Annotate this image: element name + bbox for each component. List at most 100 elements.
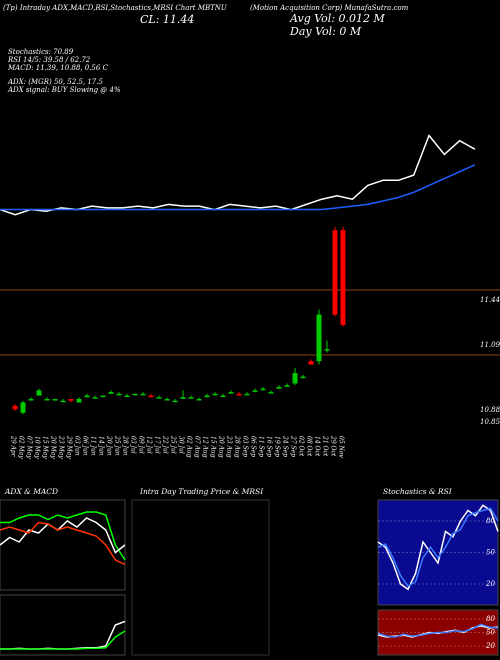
price-label: 11.44 [480,296,500,304]
candle-body [36,390,42,396]
x-tick-label: 22 Jul [162,435,169,454]
candle-body [268,392,274,394]
x-tick-label: 24 Sep [282,435,289,457]
avg-vol: Avg Vol: 0.012 M [289,12,386,25]
candle-body [308,361,314,365]
price-label: 10.88 [480,406,500,414]
y-tick-label: 20 [485,642,495,650]
candle-body [284,385,290,387]
candle-body [20,402,26,413]
candle-body [156,397,162,399]
adx-signal: ADX signal: BUY Slowing @ 4% [7,86,121,94]
candle-body [44,399,50,401]
candle-body [100,395,106,398]
candle-body [196,399,202,401]
adx-line: ADX: (MGR) 50, 52.5, 17.5 [7,78,103,86]
candle-body [28,399,34,401]
candle-body [244,393,250,396]
x-tick-label: 21 Oct [322,435,329,457]
x-tick-label: 19 Sep [274,436,281,457]
candle-body [220,395,226,398]
candle-body [76,399,82,403]
header-title: (Tp) Intraday ADX,MACD,RSI,Stochastics,M… [3,4,228,12]
header-company: (Motion Acquisition Corp) MunafaSutra.co… [250,4,409,12]
candle-body [188,397,194,399]
x-tick-label: 15 Aug [210,436,217,458]
x-tick-label: 02 May [18,436,25,459]
x-tick-label: 17 Jul [154,436,161,454]
candle-body [276,386,282,389]
candle-body [324,349,330,351]
candle-body [52,399,58,401]
x-tick-label: 14 Oct [314,436,321,457]
x-tick-label: 20 Jun [106,435,113,456]
y-tick-label: 50 [486,549,495,557]
candle-body [236,393,242,396]
y-tick-label: 80 [486,517,495,525]
x-tick-label: 12 Aug [202,436,209,458]
x-tick-label: 10 May [34,436,41,459]
candle-body [228,392,234,394]
x-tick-label: 11 Sep [258,436,265,457]
stat-line: RSI 14/5: 39.58 / 62.72 [7,56,91,64]
stat-line: MACD: 11.39, 10.88, 0.56 C [7,64,109,72]
series-line [0,164,476,211]
series-line [0,521,126,566]
candle-body [68,399,74,401]
candle-body [60,400,66,403]
x-tick-label: 29 May [66,435,73,459]
panel-bg [377,499,499,606]
candle-body [204,395,210,398]
x-tick-label: 20 May [50,435,57,459]
x-tick-label: 09 Jul [138,436,145,454]
candle-body [252,390,258,392]
candle-body [164,399,170,401]
x-tick-label: 03 Sep [242,436,249,457]
x-tick-label: 03 Jun [74,436,81,456]
candle-body [148,395,154,398]
intraday-panel [131,499,270,656]
x-tick-label: 29 Oct [330,435,337,457]
x-tick-label: 02 Oct [298,436,305,457]
x-tick-label: 15 May [42,436,49,459]
candle-body [172,400,178,403]
x-tick-label: 07 Aug [194,436,201,458]
x-tick-label: 28 Aug [234,435,241,458]
candle-body [124,395,130,398]
x-tick-label: 03 Jul [130,436,137,454]
x-tick-label: 25 Jun [114,435,121,456]
x-tick-label: 08 Oct [306,436,313,457]
candle-body [108,392,114,394]
x-tick-label: 23 May [58,435,65,459]
series-line [377,507,499,588]
x-tick-label: 16 Sep [266,436,273,457]
x-tick-label: 05 Nov [338,436,345,458]
candle-body [316,314,322,362]
panel-title: ADX & MACD [4,487,58,496]
candle-body [260,388,266,391]
candle-body [92,397,98,399]
day-vol: Day Vol: 0 M [289,25,362,38]
series-line [0,511,126,561]
x-tick-label: 12 Jul [146,436,153,454]
panel-bg [0,594,126,656]
panel-title: Stochastics & RSI [383,487,453,496]
close-label: CL: 11.44 [140,13,194,26]
x-tick-label: 11 Jun [90,436,97,456]
x-tick-label: 20 Aug [218,435,225,458]
candle-body [12,405,18,410]
x-tick-label: 30 Jul [178,436,185,454]
candle-body [300,376,306,379]
x-tick-label: 28 Jun [122,435,129,456]
x-tick-label: 29 Apr [10,435,17,458]
candle-body [180,397,186,399]
price-label: 10.85 [480,418,500,426]
x-tick-label: 23 Aug [226,435,233,458]
x-tick-label: 06 Sep [250,436,257,457]
x-tick-label: 27 Sep [290,435,297,457]
x-tick-label: 06 Jun [82,436,89,456]
candle-body [116,393,122,396]
series-line [0,630,126,650]
y-tick-label: 20 [485,580,495,588]
